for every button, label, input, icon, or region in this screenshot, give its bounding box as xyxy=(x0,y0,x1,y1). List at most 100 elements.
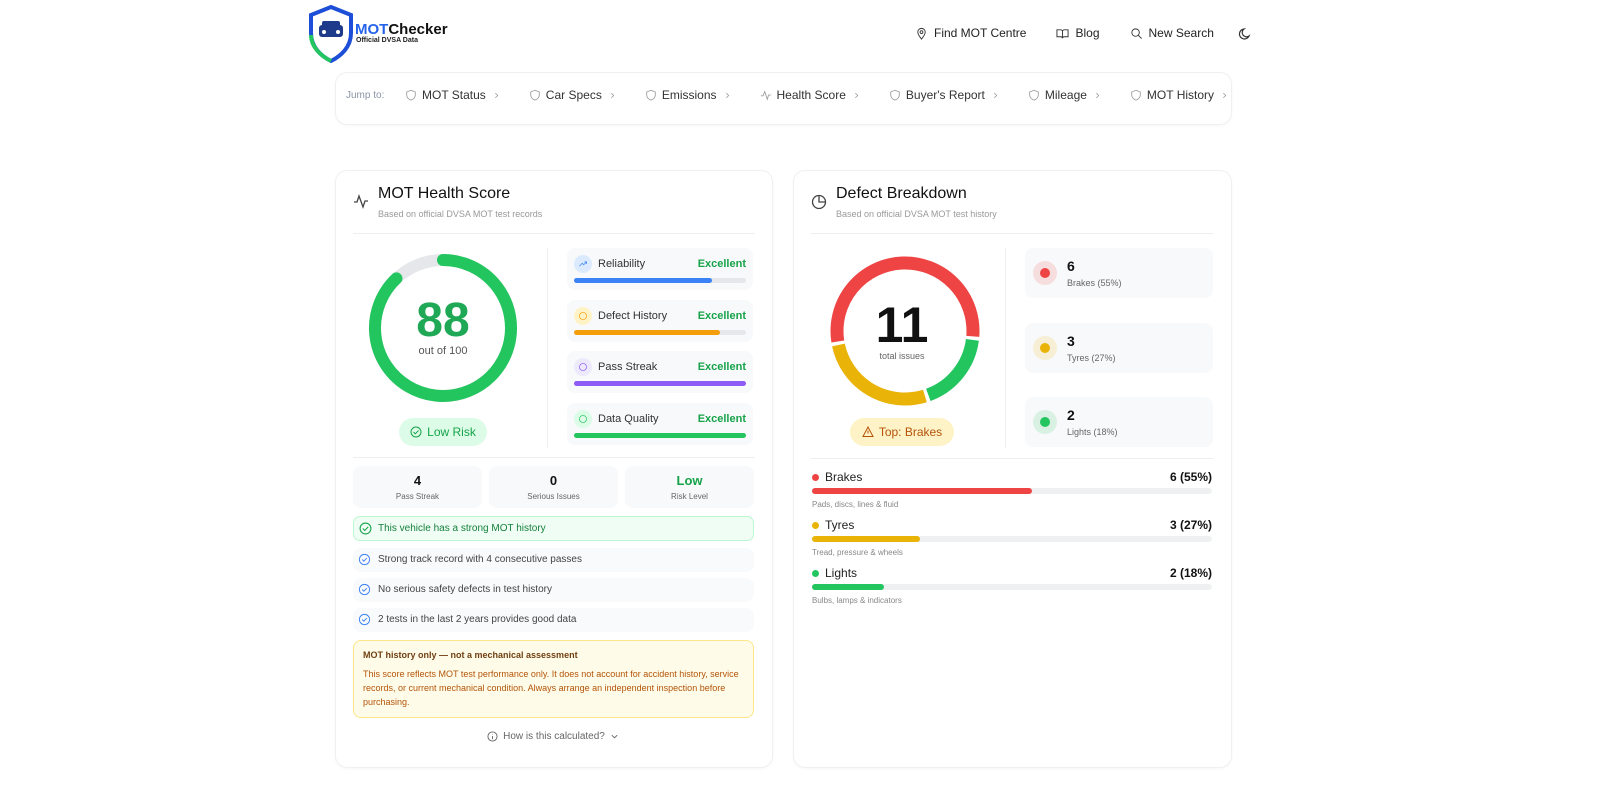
metric-rating: Excellent xyxy=(697,412,746,425)
jump-link[interactable]: MOT Status xyxy=(405,88,502,102)
icon xyxy=(854,92,859,98)
row-name: Tyres xyxy=(825,518,855,532)
metric-icon xyxy=(574,255,592,273)
row-desc: Tread, pressure & wheels xyxy=(812,548,903,557)
jump-text: MOT Status xyxy=(422,88,486,102)
row-value: 2 (18%) xyxy=(1169,566,1212,580)
warning-icon xyxy=(861,426,874,437)
info-icon xyxy=(487,731,498,742)
point-row xyxy=(353,608,754,632)
risk-text: Low Risk xyxy=(427,425,476,439)
row-desc: Pads, discs, lines & fluid xyxy=(812,500,899,509)
jump-links: MOT Status Car Specs Emissions Health Score… xyxy=(405,88,1230,102)
logo-shield xyxy=(309,5,353,63)
theme-toggle[interactable] xyxy=(1238,27,1252,41)
row-dot xyxy=(812,522,819,529)
metric-icon xyxy=(574,358,592,376)
metric-rating: Excellent xyxy=(697,361,746,373)
nav-link[interactable]: New Search xyxy=(1130,26,1214,40)
pie-icon xyxy=(811,194,827,210)
row-bar xyxy=(812,584,884,590)
score-ring xyxy=(369,254,517,402)
donut-segment xyxy=(830,256,980,343)
stat-value: 0 xyxy=(549,473,558,488)
jump-bar xyxy=(335,72,1232,125)
metric-box xyxy=(567,351,753,393)
defect-card-label: Tyres (27%) xyxy=(1067,352,1116,363)
metric-bar xyxy=(574,381,746,386)
jump-link[interactable]: Buyer's Report xyxy=(889,88,1001,102)
risk-badge: Low Risk xyxy=(399,418,487,446)
divider xyxy=(1005,248,1006,448)
calc-link[interactable]: How is this calculated? xyxy=(453,731,653,742)
metric-name: Data Quality xyxy=(598,412,659,425)
nav: Find MOT Centre Blog New Search xyxy=(915,26,1214,40)
jump-label: Jump to: xyxy=(346,90,385,101)
brand[interactable]: MOTChecker xyxy=(355,21,448,38)
icon xyxy=(646,89,656,101)
jump-text: Health Score xyxy=(776,88,846,102)
jump-link[interactable]: Car Specs xyxy=(529,88,618,102)
defect-dot xyxy=(1040,342,1050,353)
icon xyxy=(760,90,771,101)
defect-card-label: Lights (18%) xyxy=(1067,427,1118,437)
stat-box xyxy=(353,466,482,508)
donut-segment xyxy=(832,343,927,406)
metric-name: Defect History xyxy=(598,309,668,322)
metric-box xyxy=(567,402,753,445)
point-icon xyxy=(358,613,371,631)
stat-box xyxy=(625,466,754,508)
row-name: Lights xyxy=(825,566,858,580)
stat-label: Risk Level xyxy=(671,492,708,501)
defect-donut xyxy=(830,256,980,406)
check-icon xyxy=(410,426,422,438)
point-icon xyxy=(358,583,371,601)
metric-bar xyxy=(574,329,721,335)
icon xyxy=(1095,92,1100,98)
jump-text: Car Specs xyxy=(545,88,602,102)
metric-name: Reliability xyxy=(598,258,646,270)
calc-text: How is this calculated? xyxy=(503,731,605,742)
disclaimer xyxy=(353,640,754,718)
defect-card xyxy=(1025,397,1213,447)
card-subtitle: Based on official DVSA MOT test history xyxy=(836,209,997,219)
score: 88 xyxy=(416,294,470,347)
row-track xyxy=(812,584,1212,590)
metric-box xyxy=(567,299,753,342)
jump-text: MOT History xyxy=(1146,88,1215,102)
disclaimer-title: MOT history only — not a mechanical asse… xyxy=(363,650,578,660)
point-icon xyxy=(358,553,371,571)
metric-name: Pass Streak xyxy=(598,361,658,373)
row-desc: Bulbs, lamps & indicators xyxy=(812,596,902,605)
row-track xyxy=(812,536,1212,542)
divider xyxy=(353,233,755,234)
defect-dot xyxy=(1040,417,1050,427)
icon xyxy=(494,92,499,98)
jump-link[interactable]: MOT History xyxy=(1130,88,1230,102)
metric-icon xyxy=(574,409,592,428)
ring-arc xyxy=(369,254,517,402)
divider xyxy=(811,233,1213,234)
jump-text: Buyer's Report xyxy=(905,88,985,102)
jump-link[interactable]: Health Score xyxy=(760,88,862,102)
icon xyxy=(530,89,540,101)
nav-text: Find MOT Centre xyxy=(934,26,1027,40)
icon xyxy=(358,613,371,626)
nav-link[interactable]: Find MOT Centre xyxy=(915,26,1026,40)
row-name: Brakes xyxy=(825,470,863,484)
icon xyxy=(610,92,615,98)
nav-link[interactable]: Blog xyxy=(1056,26,1100,40)
defect-count: 2 xyxy=(1067,407,1075,423)
metric-bar xyxy=(574,432,746,438)
nav-text: New Search xyxy=(1148,26,1214,40)
icon xyxy=(917,27,926,40)
brand-prefix: MOT xyxy=(355,21,389,38)
icon xyxy=(1029,89,1039,101)
jump-link[interactable]: Emissions xyxy=(645,88,733,102)
metric-rating: Excellent xyxy=(697,309,746,322)
icon xyxy=(579,414,587,423)
defect-count: 3 xyxy=(1067,332,1075,349)
jump-link[interactable]: Mileage xyxy=(1028,88,1103,102)
total: 11 xyxy=(875,297,929,353)
card-title: Defect Breakdown xyxy=(836,185,967,202)
